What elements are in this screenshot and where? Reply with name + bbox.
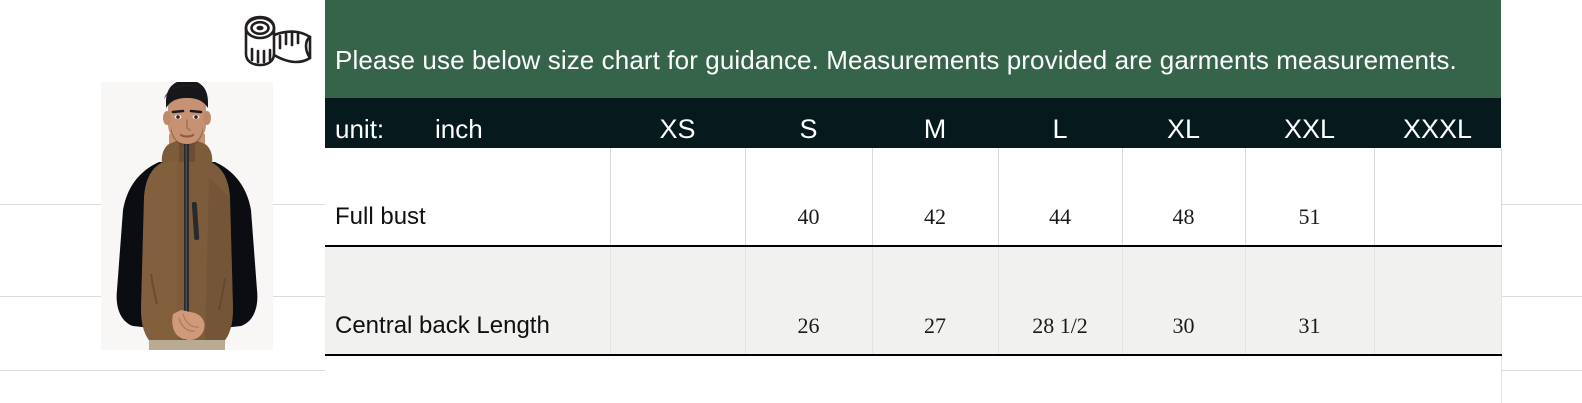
cell-back-length-m: 27 — [871, 246, 999, 356]
cell-back-length-s: 26 — [744, 246, 873, 356]
cell-back-length-l: 28 1/2 — [997, 246, 1123, 356]
sheet-gridline-vertical — [1501, 296, 1502, 403]
cell-full-bust-xl: 48 — [1121, 148, 1246, 247]
table-header-row: unit: inch XS S M L XL XXL XXXL — [325, 98, 1502, 148]
row-label-full-bust: Full bust — [325, 148, 611, 247]
cell-back-length-xxxl — [1373, 246, 1502, 356]
banner-row: Please use below size chart for guidance… — [325, 0, 1502, 98]
guidance-banner-text: Please use below size chart for guidance… — [325, 0, 1502, 98]
tolerance-note: Measurements might be with +/-2% toleran… — [325, 355, 1502, 403]
header-unit-label: unit: — [325, 98, 430, 148]
tape-measure-icon — [222, 8, 322, 78]
header-size-m: M — [872, 98, 998, 148]
header-size-l: L — [998, 98, 1122, 148]
cell-back-length-xs — [609, 246, 746, 356]
cell-full-bust-xs — [609, 148, 746, 247]
cell-back-length-xl: 30 — [1121, 246, 1246, 356]
cell-full-bust-l: 44 — [997, 148, 1123, 247]
header-size-xl: XL — [1122, 98, 1245, 148]
cell-full-bust-s: 40 — [744, 148, 873, 247]
header-size-xxxl: XXXL — [1374, 98, 1502, 148]
cell-full-bust-xxl: 51 — [1244, 148, 1375, 247]
table-row: Central back Length 26 27 28 1/2 30 31 — [325, 246, 1502, 356]
row-label-central-back-length: Central back Length — [325, 246, 611, 356]
header-size-xxl: XXL — [1245, 98, 1374, 148]
size-chart-table: Please use below size chart for guidance… — [325, 0, 1502, 403]
product-photo-vest — [101, 82, 273, 350]
tolerance-row: Measurements might be with +/-2% toleran… — [325, 355, 1502, 403]
cell-back-length-xxl: 31 — [1244, 246, 1375, 356]
header-unit-value: inch — [430, 98, 610, 148]
header-size-xs: XS — [610, 98, 745, 148]
header-size-s: S — [745, 98, 872, 148]
cell-full-bust-xxxl — [1373, 148, 1502, 247]
cell-full-bust-m: 42 — [871, 148, 999, 247]
table-row: Full bust 40 42 44 48 51 — [325, 148, 1502, 247]
